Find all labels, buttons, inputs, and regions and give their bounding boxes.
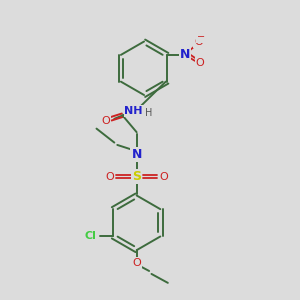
Text: Cl: Cl: [84, 232, 96, 242]
Text: H: H: [146, 108, 153, 118]
Text: O: O: [132, 258, 141, 268]
Text: S: S: [132, 170, 141, 183]
Text: O: O: [101, 116, 110, 126]
Text: −: −: [197, 32, 205, 42]
Text: O: O: [194, 38, 203, 47]
Text: N: N: [180, 48, 190, 61]
Text: O: O: [159, 172, 168, 182]
Text: O: O: [196, 58, 204, 68]
Text: NH: NH: [124, 106, 143, 116]
Text: N: N: [131, 148, 142, 161]
Text: O: O: [106, 172, 114, 182]
